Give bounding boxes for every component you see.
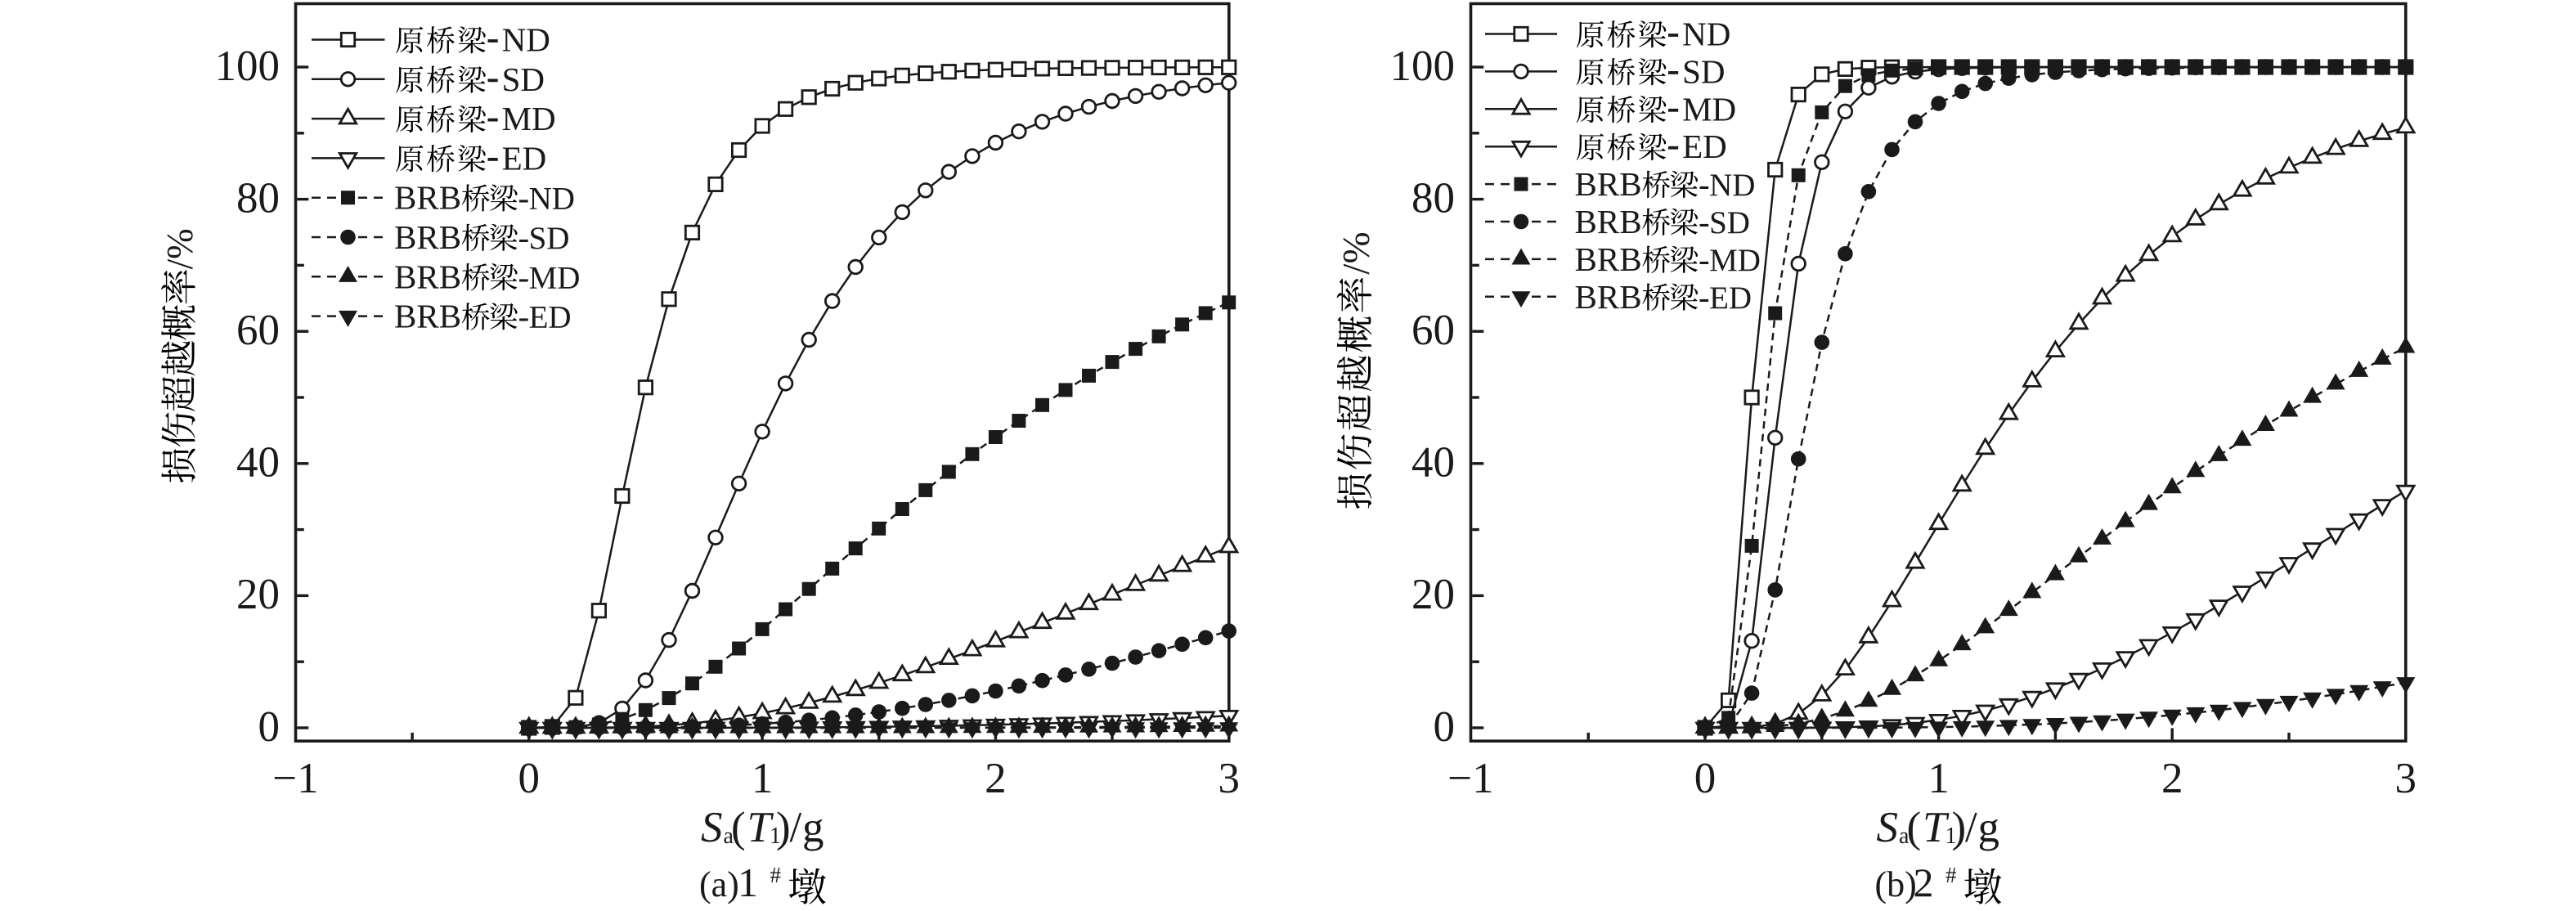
svg-text:ND: ND (1682, 16, 1730, 53)
svg-text:1: 1 (1945, 823, 1957, 849)
svg-text:1: 1 (738, 859, 758, 905)
svg-text:(: ( (1907, 804, 1922, 851)
svg-text:-: - (518, 179, 530, 217)
svg-text:g: g (1978, 804, 2000, 851)
svg-text:2: 2 (985, 755, 1007, 802)
svg-text:20: 20 (236, 571, 280, 618)
svg-text:2: 2 (2161, 755, 2183, 802)
svg-text:BRB: BRB (394, 258, 461, 295)
svg-text:#: # (1945, 863, 1957, 887)
svg-text:S: S (701, 804, 723, 851)
svg-text:2: 2 (1914, 859, 1934, 905)
svg-text:−1: −1 (1447, 755, 1493, 802)
svg-text:SD: SD (529, 221, 570, 256)
svg-text:40: 40 (236, 439, 280, 487)
svg-text:(: ( (731, 804, 746, 851)
svg-text:-: - (1699, 240, 1710, 278)
svg-text:): ) (776, 804, 791, 851)
svg-text:g: g (802, 804, 824, 851)
svg-text:0: 0 (258, 703, 280, 751)
svg-text:80: 80 (1411, 174, 1455, 222)
svg-text:MD: MD (529, 260, 581, 295)
svg-text:ND: ND (502, 21, 550, 59)
svg-text:0: 0 (1694, 755, 1717, 802)
svg-text:SD: SD (1709, 205, 1750, 240)
svg-text:/%: /% (159, 228, 200, 269)
svg-text:-: - (518, 298, 530, 335)
svg-text:0: 0 (1434, 703, 1456, 751)
svg-text:a: a (724, 823, 734, 849)
svg-text:1: 1 (770, 823, 781, 849)
svg-text:80: 80 (236, 174, 280, 222)
svg-text:SD: SD (502, 61, 545, 98)
svg-text:20: 20 (1411, 571, 1455, 618)
svg-text:BRB: BRB (1575, 278, 1642, 316)
svg-text:ND: ND (529, 182, 575, 217)
svg-text:-: - (1699, 165, 1710, 203)
svg-text:1: 1 (1928, 755, 1950, 802)
svg-text:BRB: BRB (394, 218, 461, 256)
svg-text:ED: ED (502, 139, 547, 177)
svg-text:MD: MD (1709, 243, 1761, 278)
svg-text:0: 0 (518, 755, 541, 802)
svg-text:60: 60 (236, 307, 280, 354)
svg-text:ND: ND (1709, 168, 1755, 203)
svg-text:BRB: BRB (394, 179, 461, 217)
svg-text:-: - (518, 218, 530, 256)
svg-text:/%: /% (1335, 231, 1378, 274)
svg-text:BRB: BRB (1575, 240, 1642, 278)
svg-text:T: T (1923, 804, 1950, 851)
svg-text:−1: −1 (272, 755, 318, 802)
svg-text:BRB: BRB (394, 298, 461, 335)
svg-text:60: 60 (1411, 307, 1455, 354)
svg-text:3: 3 (2395, 755, 2417, 802)
svg-text:1: 1 (752, 755, 774, 802)
svg-text:#: # (770, 863, 782, 887)
svg-text:ED: ED (1682, 128, 1727, 165)
svg-text:3: 3 (1218, 755, 1240, 802)
svg-text:-: - (1699, 278, 1710, 316)
svg-text:ED: ED (529, 300, 572, 335)
svg-text:MD: MD (502, 100, 556, 137)
svg-text:S: S (1877, 804, 1899, 851)
svg-text:MD: MD (1682, 90, 1736, 128)
svg-text:-: - (518, 258, 530, 295)
svg-text:/: / (1965, 804, 1977, 851)
svg-text:T: T (747, 804, 774, 851)
svg-text:BRB: BRB (1575, 203, 1642, 240)
svg-text:a: a (1899, 823, 1910, 849)
svg-text:BRB: BRB (1575, 165, 1642, 203)
svg-text:SD: SD (1682, 52, 1725, 90)
svg-text:40: 40 (1411, 439, 1455, 487)
svg-text:100: 100 (1390, 43, 1456, 90)
svg-text:-: - (1699, 203, 1710, 240)
svg-text:(a): (a) (699, 864, 739, 904)
svg-text:(b): (b) (1875, 864, 1917, 904)
svg-text:ED: ED (1709, 280, 1752, 316)
svg-text:): ) (1952, 804, 1967, 851)
svg-text:100: 100 (215, 43, 280, 90)
svg-text:/: / (790, 804, 802, 851)
